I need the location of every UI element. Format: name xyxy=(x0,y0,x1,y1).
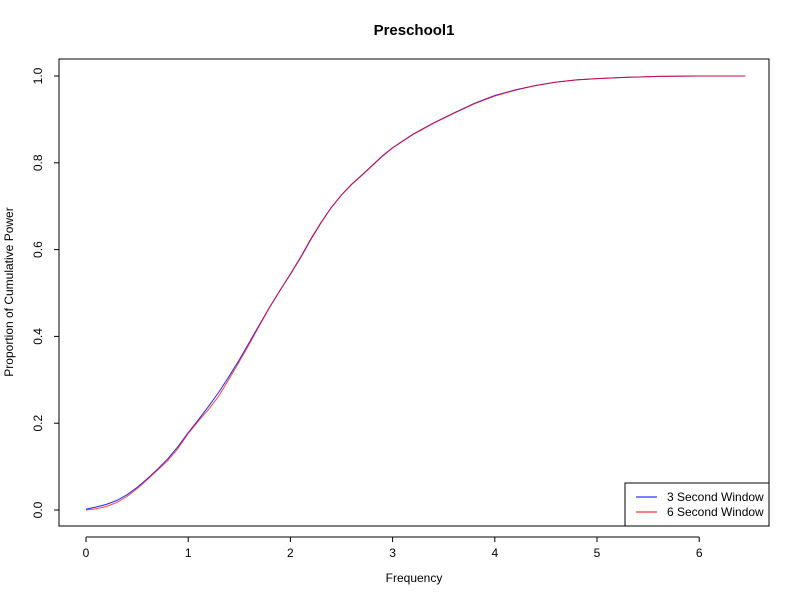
series-line-6-second-window xyxy=(85,75,746,511)
series-line-3-second-window xyxy=(85,75,746,510)
y-axis-label: Proportion of Cumulative Power xyxy=(2,207,16,376)
x-tick-label: 5 xyxy=(594,546,601,560)
y-tick-label: 0.0 xyxy=(31,501,45,518)
legend: 3 Second Window 6 Second Window xyxy=(624,482,770,527)
legend-label-6-second-window: 6 Second Window xyxy=(667,505,764,519)
y-tick-label: 0.4 xyxy=(31,328,45,345)
x-tick-label: 4 xyxy=(491,546,498,560)
legend-label-3-second-window: 3 Second Window xyxy=(667,490,764,504)
series-layer xyxy=(85,75,746,511)
x-axis: 0 1 2 3 4 5 6 xyxy=(83,536,703,560)
x-tick-label: 0 xyxy=(83,546,90,560)
legend-box xyxy=(624,482,770,527)
x-tick-label: 3 xyxy=(389,546,396,560)
x-tick-label: 2 xyxy=(287,546,294,560)
y-tick-label: 1.0 xyxy=(31,67,45,84)
chart-title: Preschool1 xyxy=(374,22,455,39)
x-tick-label: 1 xyxy=(185,546,192,560)
y-tick-label: 0.2 xyxy=(31,415,45,432)
x-axis-label: Frequency xyxy=(386,571,443,585)
y-axis: 0.0 0.2 0.4 0.6 0.8 1.0 xyxy=(31,67,60,518)
x-tick-label: 6 xyxy=(696,546,703,560)
plot-frame xyxy=(58,58,770,527)
y-tick-label: 0.6 xyxy=(31,241,45,258)
y-tick-label: 0.8 xyxy=(31,154,45,171)
